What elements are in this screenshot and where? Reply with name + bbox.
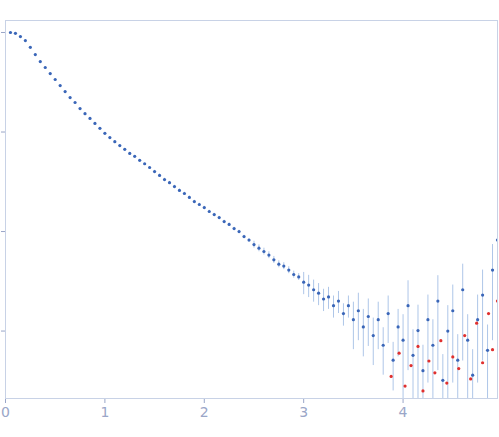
svg-text:4: 4 (399, 404, 408, 420)
svg-text:2: 2 (200, 404, 209, 420)
svg-text:1: 1 (100, 404, 109, 420)
svg-text:3: 3 (299, 404, 308, 420)
svg-text:0: 0 (1, 404, 10, 420)
